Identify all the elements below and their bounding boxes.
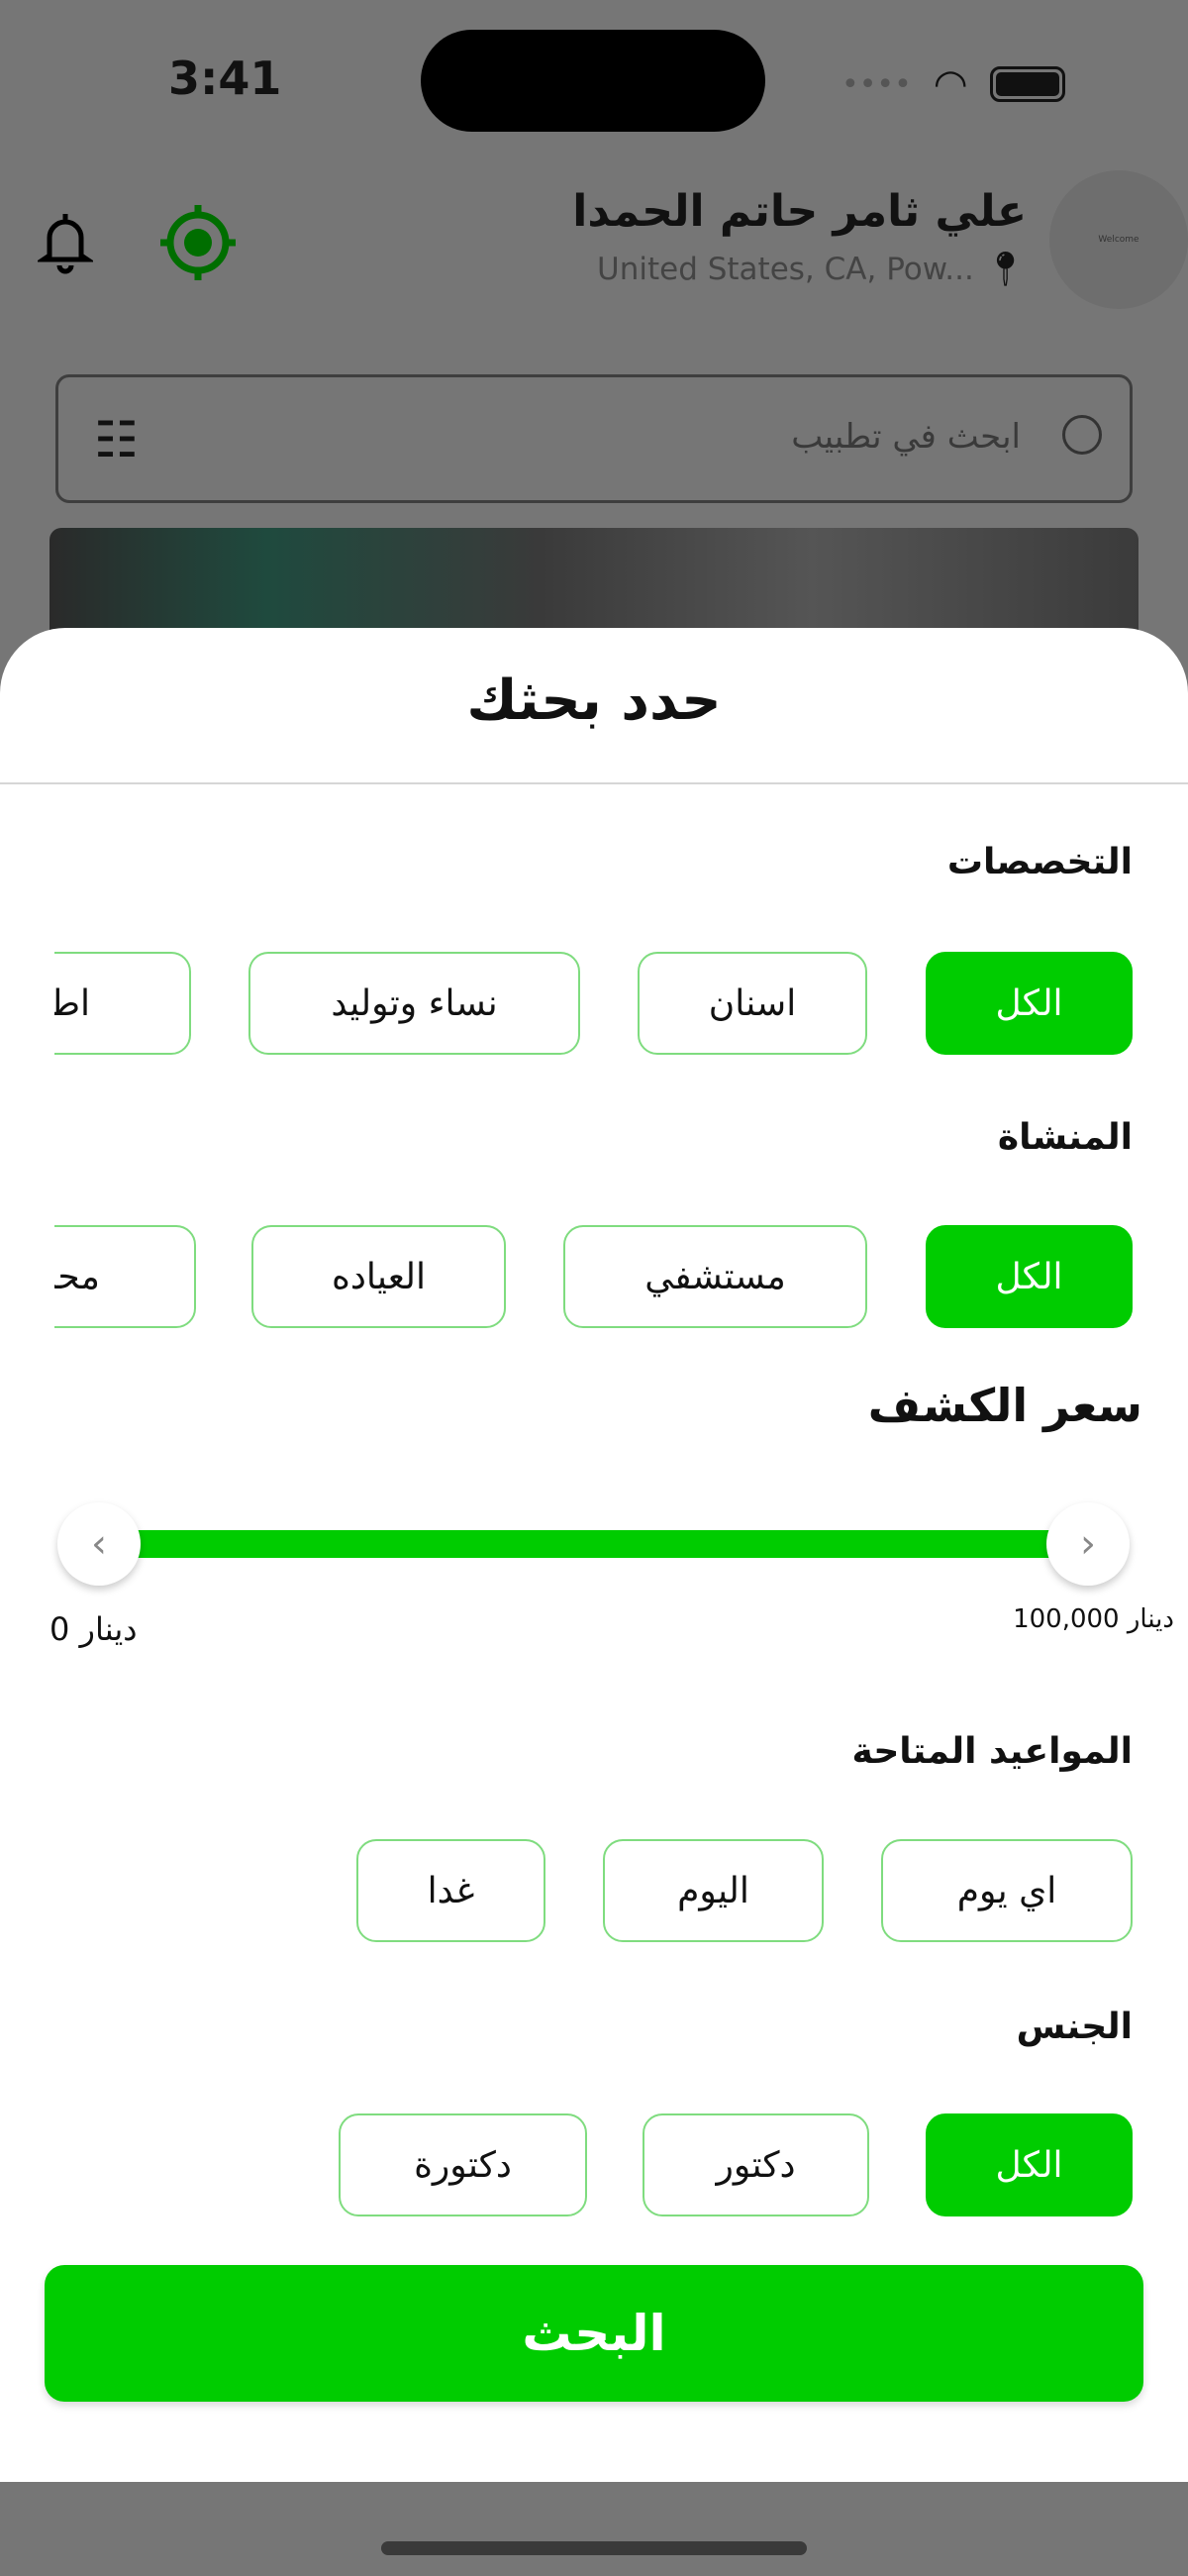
sheet-title: حدد بحثك: [466, 669, 722, 733]
price-min-label: دينار 0: [50, 1610, 138, 1648]
chip-dentistry[interactable]: اسنان: [638, 952, 867, 1055]
target-location-icon[interactable]: [160, 203, 236, 282]
specialties-label: التخصصات: [946, 842, 1133, 882]
chip-all[interactable]: الكل: [926, 2113, 1133, 2216]
divider: [0, 782, 1188, 784]
location-text: United States, CA, Pow...: [597, 252, 974, 287]
price-min-thumb[interactable]: ‹: [57, 1502, 141, 1586]
wifi-icon: ◠: [933, 61, 968, 107]
chip-hospital[interactable]: مستشفي: [563, 1225, 867, 1328]
price-label: سعر الكشف: [867, 1379, 1142, 1432]
status-icons: •••• ◠: [842, 61, 1065, 107]
chip-all[interactable]: الكل: [926, 1225, 1133, 1328]
bell-icon[interactable]: [35, 210, 96, 275]
chip-any-day[interactable]: اي يوم: [881, 1839, 1133, 1942]
facility-label: المنشاة: [997, 1117, 1133, 1158]
search-placeholder: ابحث في تطبيب: [791, 417, 1021, 457]
dynamic-island: [421, 30, 765, 132]
filter-sliders-icon[interactable]: ☷: [94, 411, 139, 468]
price-max-label: دينار 100,000: [1013, 1604, 1174, 1634]
chevron-left-icon: ‹: [91, 1521, 107, 1567]
avatar[interactable]: Welcome: [1049, 170, 1188, 309]
appointments-label: المواعيد المتاحة: [851, 1731, 1134, 1772]
chip-female-doctor[interactable]: دكتورة: [339, 2113, 587, 2216]
price-max-thumb[interactable]: ›: [1046, 1502, 1130, 1586]
price-range-track[interactable]: [99, 1530, 1089, 1558]
chip-other[interactable]: محاضر: [54, 1225, 196, 1328]
chip-all[interactable]: الكل: [926, 952, 1133, 1055]
search-input[interactable]: ☷ ابحث في تطبيب: [55, 374, 1133, 503]
search-button[interactable]: البحث: [45, 2265, 1143, 2402]
chip-tomorrow[interactable]: غدا: [356, 1839, 545, 1942]
status-time: 3:41: [168, 52, 282, 105]
signal-icon: ••••: [842, 66, 912, 102]
chip-today[interactable]: اليوم: [603, 1839, 824, 1942]
facility-chips: الكل مستشفي العياده محاضر: [54, 1225, 1188, 1328]
chip-pediatrics[interactable]: اطفال: [54, 952, 191, 1055]
search-icon: [1062, 415, 1102, 455]
specialties-chips: الكل اسنان نساء وتوليد اطفال: [54, 952, 1188, 1055]
gender-label: الجنس: [1016, 2007, 1133, 2047]
avatar-logo-text: Welcome: [1098, 235, 1139, 245]
home-indicator[interactable]: [381, 2541, 807, 2555]
chip-clinic[interactable]: العياده: [251, 1225, 506, 1328]
user-name: علي ثامر حاتم الحمدا: [572, 186, 1027, 237]
battery-icon: [989, 66, 1065, 102]
location[interactable]: United States, CA, Pow... 📍︎: [597, 250, 1027, 289]
chevron-right-icon: ›: [1080, 1521, 1096, 1567]
map-pin-icon: 📍︎: [983, 250, 1027, 289]
chip-male-doctor[interactable]: دكتور: [643, 2113, 869, 2216]
chip-obgyn[interactable]: نساء وتوليد: [248, 952, 580, 1055]
